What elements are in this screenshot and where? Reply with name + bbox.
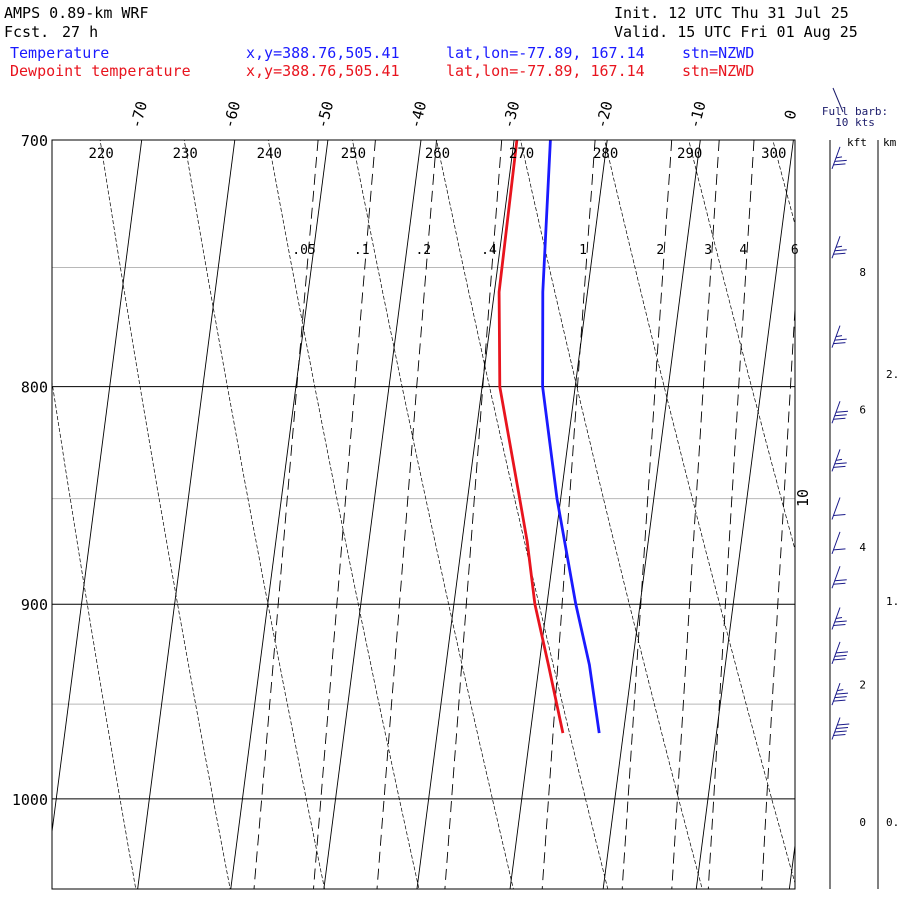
temperature-tick-label: -20 (592, 99, 616, 130)
dry-adiabat-line (267, 140, 420, 889)
isotherm-line (230, 140, 329, 889)
pressure-tick-label: 700 (21, 132, 48, 150)
wind-barb (831, 401, 849, 424)
pressure-tick-label: 800 (21, 379, 48, 397)
dry-adiabat-label: 250 (341, 146, 366, 162)
temperature-tick-label: 10 (794, 489, 812, 507)
wind-barb (831, 449, 847, 472)
plot-frame (51, 139, 796, 890)
mixing-ratio-label: .4 (481, 243, 497, 258)
dry-adiabat-line (52, 379, 137, 889)
kft-tick-label: 0 (859, 816, 866, 829)
temperature-tick-label: 0 (781, 108, 801, 121)
legend-temperature-xy: x,y=388.76,505.41 (246, 44, 400, 62)
forecast-label: Fcst. (4, 23, 50, 41)
temperature-tick-label: -40 (406, 99, 430, 130)
wind-barb (831, 717, 850, 740)
wind-barb (831, 682, 849, 706)
isotherm-line (137, 140, 236, 889)
dry-adiabat-line (850, 113, 900, 900)
dry-adiabat-line (436, 140, 609, 889)
legend-dewpoint-station: stn=NZWD (682, 62, 755, 80)
dry-adiabat-label: 270 (509, 146, 534, 162)
pressure-tick-label: 900 (21, 596, 48, 614)
init-time: Init. 12 UTC Thu 31 Jul 25 (614, 4, 849, 22)
wind-barb (831, 146, 847, 170)
mixing-ratio-label: 2 (656, 243, 664, 258)
kft-unit-label: kft (847, 136, 867, 149)
isotherm-line (602, 140, 701, 889)
km-tick-label: 1. (886, 595, 899, 608)
isotherm-line (788, 841, 795, 889)
isotherm-line (0, 120, 51, 900)
legend-dewpoint-label: Dewpoint temperature (10, 62, 191, 80)
dry-adiabat-line (520, 140, 703, 889)
full-barb-sample (832, 87, 844, 113)
dry-adiabat-label: 240 (257, 146, 282, 162)
wind-panel-subtitle: 10 kts (835, 116, 875, 129)
dry-adiabat-label: 260 (425, 146, 450, 162)
legend-temperature-latlon: lat,lon=-77.89, 167.14 (446, 44, 645, 62)
isotherm-line (880, 120, 900, 900)
mixing-ratio-label: .05 (292, 243, 315, 258)
isotherm-line (323, 140, 422, 889)
km-unit-label: km (883, 136, 897, 149)
dewpoint-temperature-profile-line (497, 140, 565, 734)
forecast-hour: 27 h (62, 23, 99, 41)
wind-barb (831, 325, 847, 348)
dry-adiabat-line (183, 140, 325, 889)
isotherm-line (52, 140, 143, 836)
kft-tick-label: 4 (859, 541, 866, 554)
pressure-tick-label: 1000 (12, 791, 48, 809)
mixing-ratio-label: 3 (704, 243, 712, 258)
wind-barb (831, 236, 847, 259)
dry-adiabat-label: 300 (761, 146, 786, 162)
legend-temperature-station: stn=NZWD (682, 44, 755, 62)
dry-adiabat-line (352, 140, 514, 889)
temperature-tick-label: -50 (313, 99, 337, 130)
dry-adiabat-label: 230 (173, 146, 198, 162)
legend-dewpoint-xy: x,y=388.76,505.41 (246, 62, 400, 80)
temperature-tick-label: -10 (685, 99, 709, 130)
wind-barb (831, 566, 847, 589)
dry-adiabat-line (688, 140, 795, 551)
kft-tick-label: 8 (859, 266, 866, 279)
isotherm-line (695, 140, 794, 889)
dry-adiabat-line (604, 140, 795, 885)
valid-time: Valid. 15 UTC Fri 01 Aug 25 (614, 23, 858, 41)
kft-tick-label: 2 (859, 679, 866, 692)
dry-adiabat-line (99, 140, 231, 889)
km-tick-label: 0. (886, 816, 899, 829)
temperature-tick-label: -30 (499, 99, 523, 130)
mixing-ratio-label: 1 (579, 243, 587, 258)
isotherm-line (416, 140, 515, 889)
temperature-tick-label: -70 (127, 99, 151, 130)
mixing-ratio-label: .2 (415, 243, 431, 258)
dry-adiabat-line (772, 140, 795, 226)
legend-dewpoint-latlon: lat,lon=-77.89, 167.14 (446, 62, 645, 80)
mixing-ratio-label: .1 (354, 243, 370, 258)
legend-temperature-label: Temperature (10, 44, 110, 62)
model-title: AMPS 0.89-km WRF (4, 4, 149, 22)
kft-tick-label: 6 (859, 404, 866, 417)
dry-adiabat-line (0, 113, 44, 900)
dry-adiabat-label: 290 (677, 146, 702, 162)
temperature-tick-label: -60 (220, 99, 244, 130)
wind-barb (831, 531, 846, 555)
dry-adiabat-label: 220 (88, 146, 113, 162)
mixing-ratio-label: 4 (739, 243, 747, 258)
temperature-profile-line (541, 140, 601, 734)
wind-barb (831, 497, 846, 520)
mixing-ratio-label: 6 (791, 243, 799, 258)
wind-barb (831, 641, 849, 665)
dry-adiabat-label: 280 (593, 146, 618, 162)
wind-barb (831, 607, 847, 630)
wind-panel-title: Full barb: (822, 105, 888, 118)
km-tick-label: 2. (886, 368, 899, 381)
